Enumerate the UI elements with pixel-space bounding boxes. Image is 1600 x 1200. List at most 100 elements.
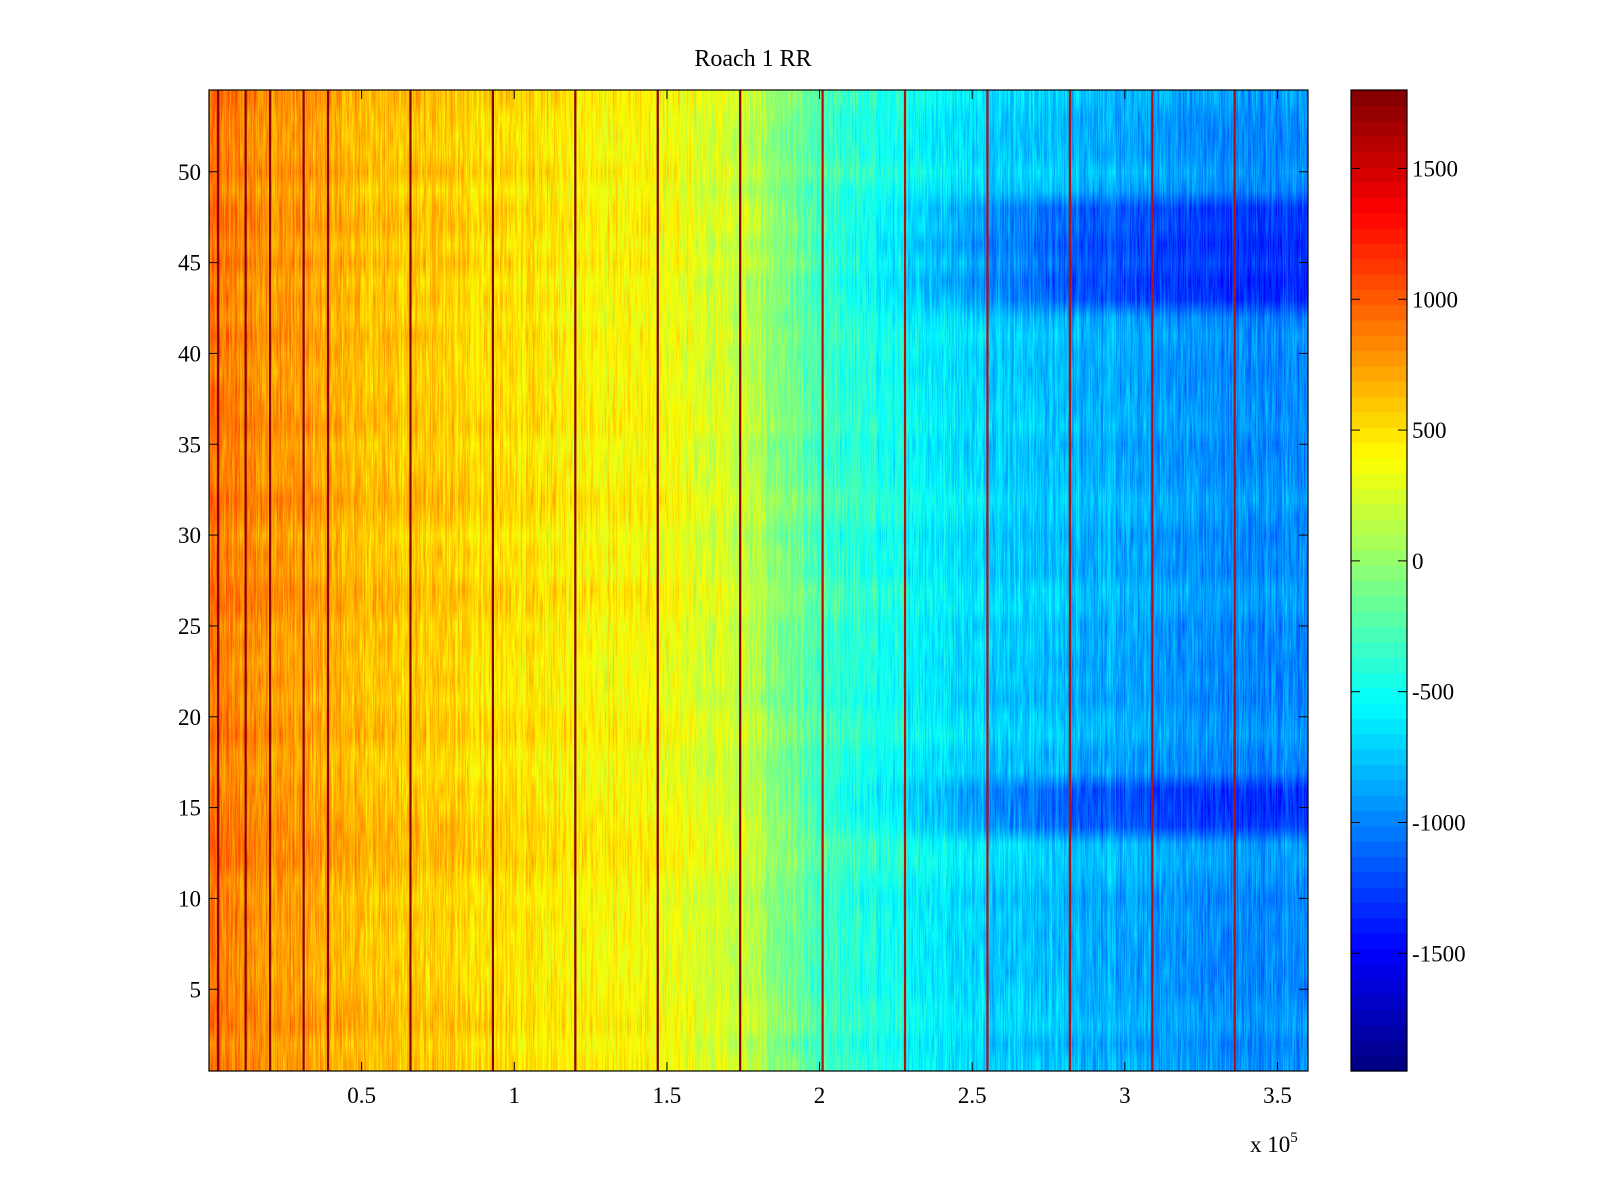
colorbar-band bbox=[1351, 779, 1407, 796]
colorbar-band bbox=[1351, 289, 1407, 306]
y-tick-label: 45 bbox=[178, 251, 201, 276]
colorbar-band bbox=[1351, 749, 1407, 766]
x-tick-label: 1.5 bbox=[653, 1083, 682, 1108]
colorbar-band bbox=[1351, 534, 1407, 551]
colorbar-tick-label: -1000 bbox=[1412, 810, 1466, 835]
colorbar-band bbox=[1351, 1025, 1407, 1041]
y-tick-label: 5 bbox=[190, 977, 202, 1002]
colorbar-band bbox=[1351, 994, 1407, 1011]
colorbar-band bbox=[1351, 549, 1407, 566]
x-exponent-label: x 105 bbox=[1250, 1130, 1298, 1157]
heatmap-image bbox=[209, 90, 1308, 1071]
colorbar-band bbox=[1351, 227, 1407, 244]
x-tick-label: 3.5 bbox=[1263, 1083, 1292, 1108]
plot-frame bbox=[208, 89, 1309, 1072]
colorbar-band bbox=[1351, 427, 1407, 444]
colorbar-band bbox=[1351, 181, 1407, 198]
colorbar-band bbox=[1351, 381, 1407, 398]
colorbar-band bbox=[1351, 687, 1407, 704]
colorbar-band bbox=[1351, 565, 1407, 582]
colorbar: 1500 1000 500 0 -500 -1000 -1500 bbox=[1350, 89, 1466, 1072]
y-tick-label: 50 bbox=[178, 160, 201, 185]
colorbar-band bbox=[1351, 411, 1407, 428]
colorbar-band bbox=[1351, 948, 1407, 965]
y-tick-label: 35 bbox=[178, 432, 201, 457]
colorbar-band bbox=[1351, 611, 1407, 628]
x-tick-label: 3 bbox=[1119, 1083, 1131, 1108]
x-axis: 0.5 1 1.5 2 2.5 3 3.5 bbox=[347, 90, 1292, 1108]
colorbar-band bbox=[1351, 488, 1407, 505]
colorbar-band bbox=[1351, 273, 1407, 290]
colorbar-band bbox=[1351, 764, 1407, 781]
colorbar-band bbox=[1351, 841, 1407, 858]
colorbar-band bbox=[1351, 105, 1407, 122]
y-tick-label: 25 bbox=[178, 614, 201, 639]
colorbar-band bbox=[1351, 810, 1407, 827]
colorbar-tick-label: 1000 bbox=[1412, 287, 1458, 312]
colorbar-band bbox=[1351, 473, 1407, 490]
colorbar-band bbox=[1351, 120, 1407, 137]
colorbar-band bbox=[1351, 304, 1407, 321]
colorbar-band bbox=[1351, 718, 1407, 735]
colorbar-band bbox=[1351, 580, 1407, 597]
colorbar-band bbox=[1351, 503, 1407, 520]
colorbar-band bbox=[1351, 197, 1407, 214]
colorbar-band bbox=[1351, 319, 1407, 336]
y-tick-label: 30 bbox=[178, 523, 201, 548]
colorbar-band bbox=[1351, 258, 1407, 275]
colorbar-band bbox=[1351, 856, 1407, 873]
colorbar-band bbox=[1351, 626, 1407, 643]
colorbar-band bbox=[1351, 672, 1407, 689]
heatmap-vertical-stripes bbox=[217, 90, 1236, 1071]
colorbar-band bbox=[1351, 917, 1407, 934]
chart-title: Roach 1 RR bbox=[694, 46, 811, 72]
colorbar-band bbox=[1351, 595, 1407, 612]
y-tick-label: 20 bbox=[178, 705, 201, 730]
colorbar-band bbox=[1351, 243, 1407, 260]
colorbar-band bbox=[1351, 457, 1407, 474]
heatmap bbox=[209, 90, 1308, 1071]
colorbar-band bbox=[1351, 151, 1407, 168]
colorbar-tick-label: -500 bbox=[1412, 680, 1454, 705]
colorbar-band bbox=[1351, 90, 1407, 106]
colorbar-tick-label: 1500 bbox=[1412, 156, 1458, 181]
y-axis: 5 10 15 20 25 30 35 40 45 50 bbox=[178, 160, 1308, 1002]
colorbar-band bbox=[1351, 887, 1407, 903]
colorbar-tick-label: -1500 bbox=[1412, 941, 1466, 966]
colorbar-gradient bbox=[1351, 90, 1407, 1072]
colorbar-tick-label: 0 bbox=[1412, 549, 1424, 574]
colorbar-band bbox=[1351, 212, 1407, 229]
x-tick-label: 1 bbox=[509, 1083, 521, 1108]
colorbar-band bbox=[1351, 335, 1407, 352]
colorbar-band bbox=[1351, 703, 1407, 720]
y-tick-label: 10 bbox=[178, 886, 201, 911]
x-tick-label: 2.5 bbox=[958, 1083, 987, 1108]
colorbar-band bbox=[1351, 963, 1407, 980]
colorbar-band bbox=[1351, 733, 1407, 750]
x-tick-label: 0.5 bbox=[347, 1083, 376, 1108]
colorbar-frame bbox=[1350, 89, 1408, 1072]
colorbar-ticks: 1500 1000 500 0 -500 -1000 -1500 bbox=[1351, 156, 1466, 966]
colorbar-band bbox=[1351, 396, 1407, 413]
colorbar-band bbox=[1351, 365, 1407, 382]
colorbar-band bbox=[1351, 641, 1407, 658]
x-tick-label: 2 bbox=[814, 1083, 826, 1108]
y-tick-label: 40 bbox=[178, 341, 201, 366]
colorbar-band bbox=[1351, 166, 1407, 183]
colorbar-band bbox=[1351, 1009, 1407, 1026]
colorbar-band bbox=[1351, 1055, 1407, 1072]
colorbar-tick-label: 500 bbox=[1412, 418, 1447, 443]
colorbar-band bbox=[1351, 902, 1407, 919]
colorbar-band bbox=[1351, 135, 1407, 152]
colorbar-band bbox=[1351, 795, 1407, 812]
colorbar-band bbox=[1351, 1040, 1407, 1057]
y-tick-label: 15 bbox=[178, 796, 201, 821]
colorbar-band bbox=[1351, 519, 1407, 536]
colorbar-band bbox=[1351, 825, 1407, 842]
colorbar-band bbox=[1351, 657, 1407, 674]
colorbar-band bbox=[1351, 442, 1407, 459]
colorbar-band bbox=[1351, 350, 1407, 367]
colorbar-band bbox=[1351, 871, 1407, 888]
colorbar-band bbox=[1351, 979, 1407, 995]
